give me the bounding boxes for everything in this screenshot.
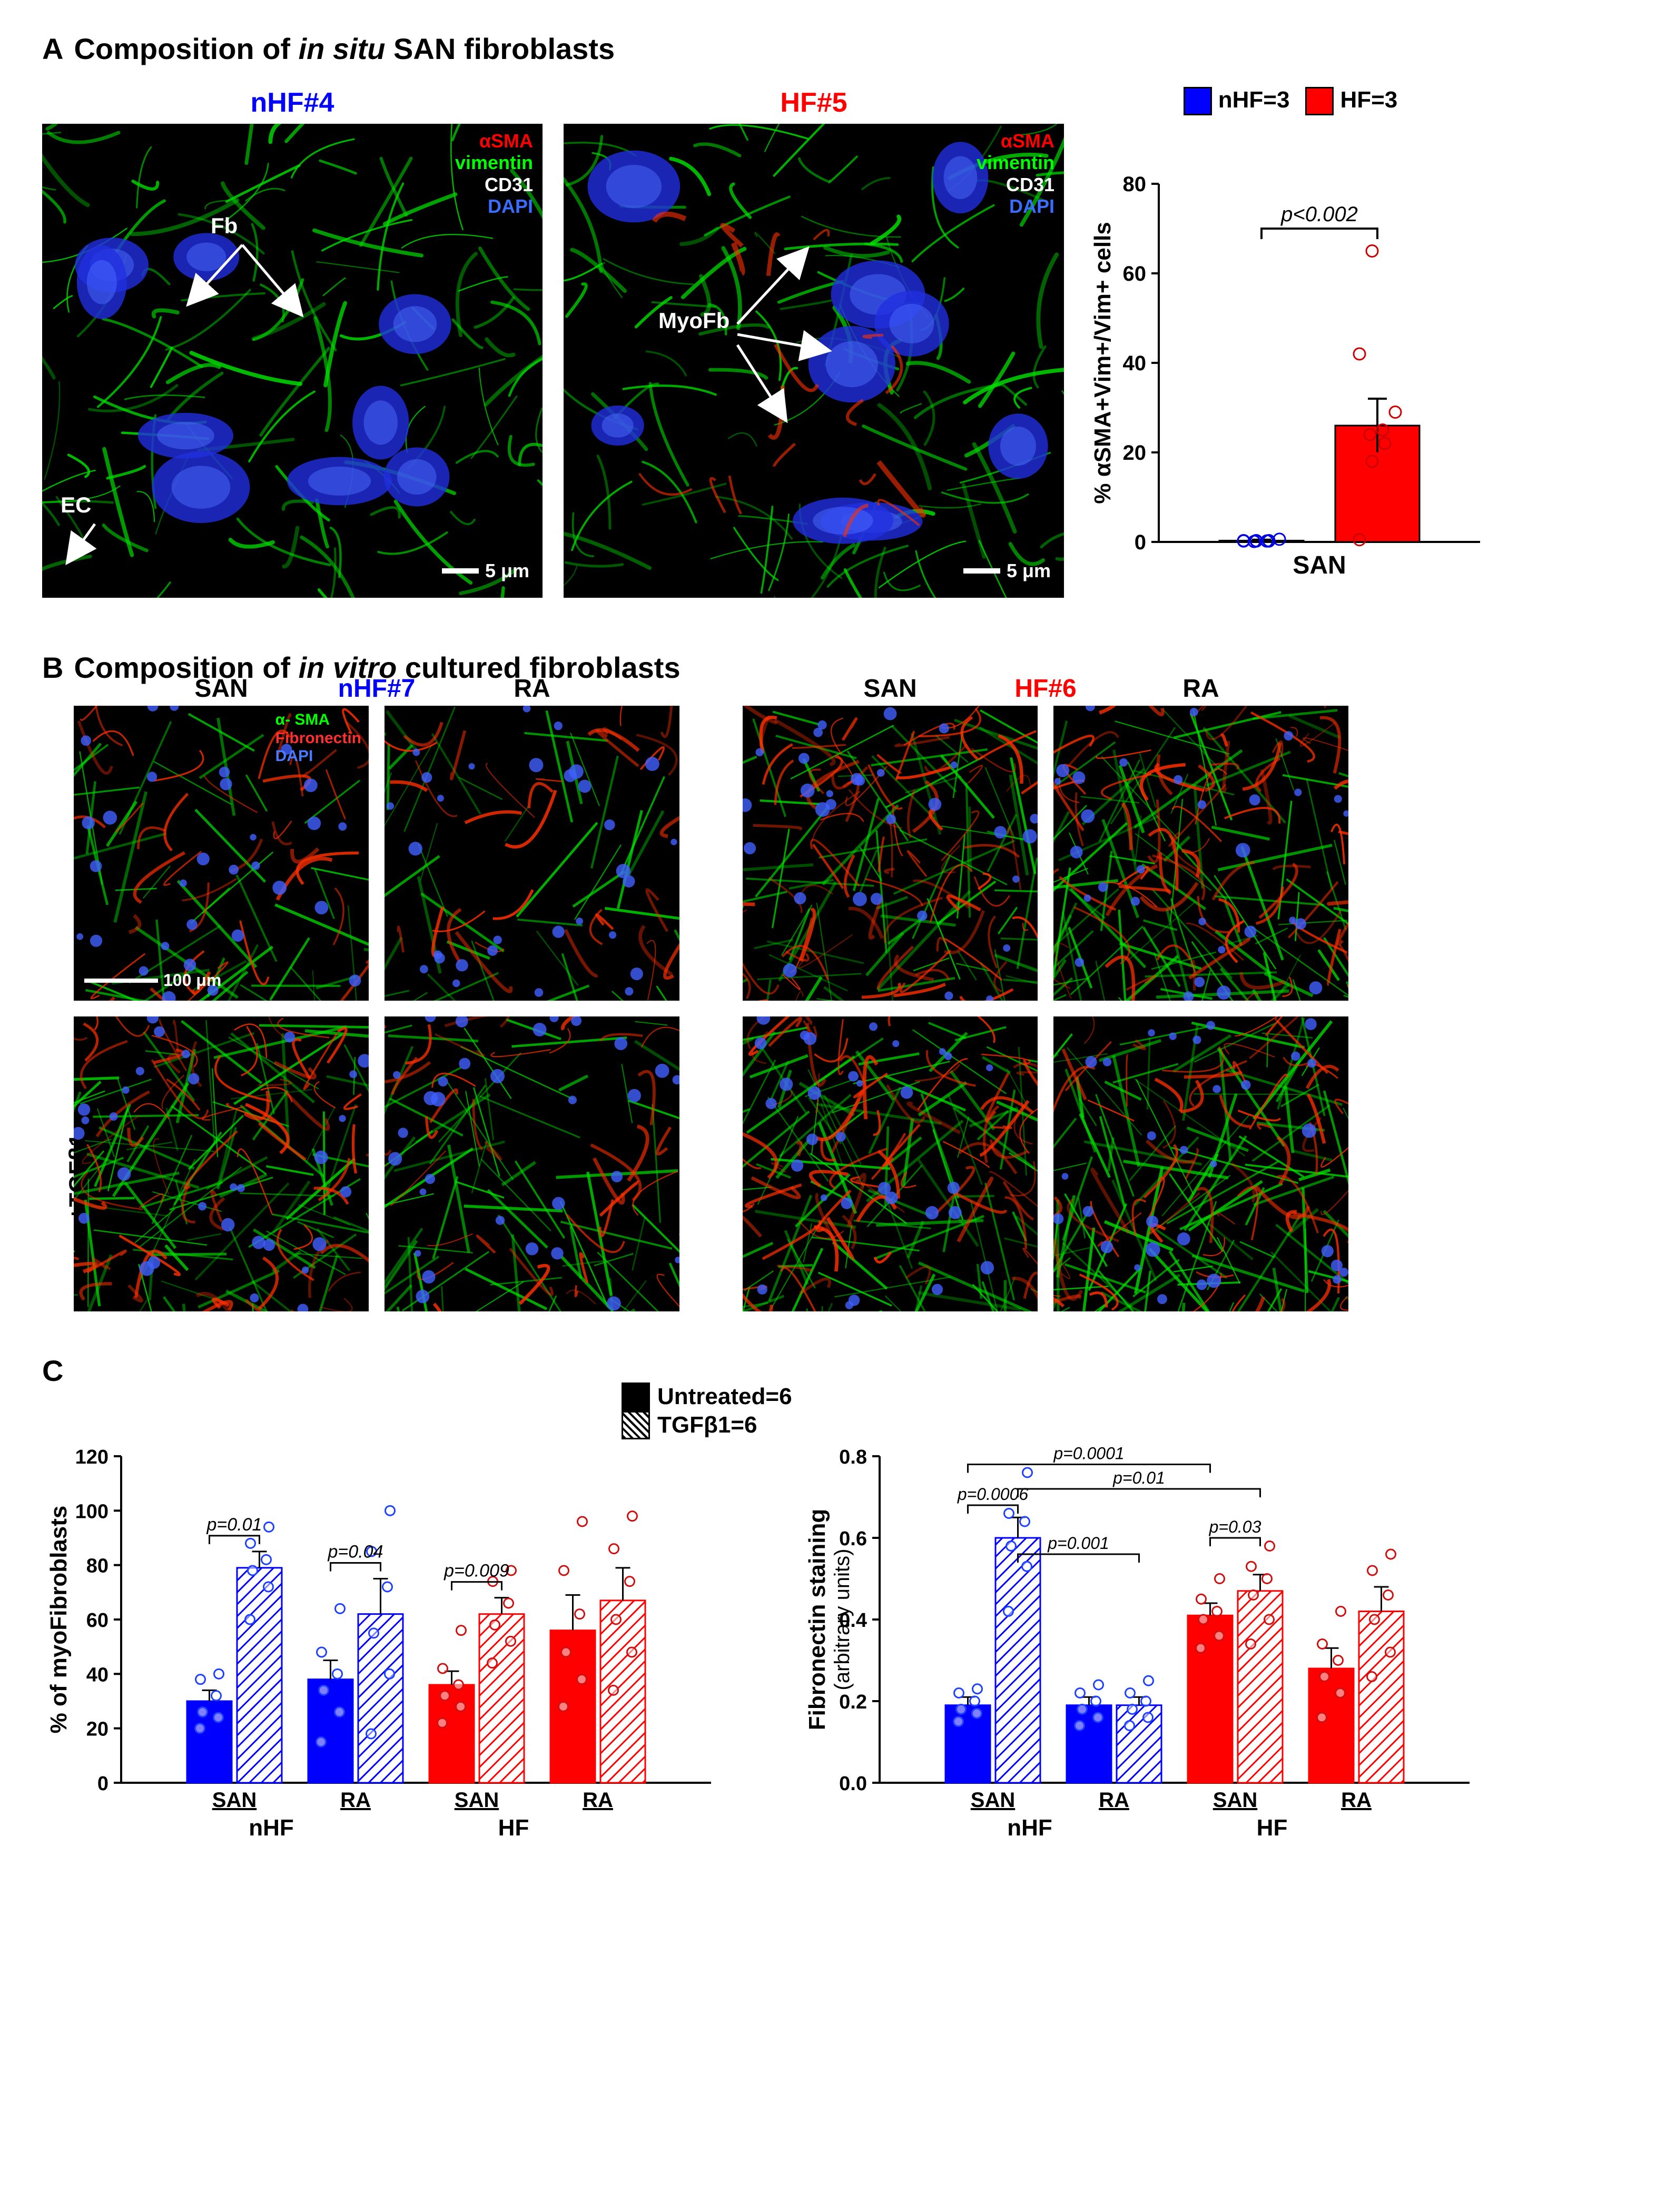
micrograph-hf-image: αSMAvimentinCD31DAPI MyoFb 5 μm (564, 124, 1064, 598)
tile-legend: α- SMAFibronectinDAPI (275, 711, 361, 766)
col-header-RA: RA (1053, 674, 1348, 703)
panel-a-content: nHF#4 αSMAvimentinCD31DAPI Fb EC 5 μm HF#5 … (42, 87, 1614, 598)
title-suffix: SAN fibroblasts (386, 32, 615, 65)
svg-text:0.8: 0.8 (839, 1446, 867, 1468)
svg-text:120: 120 (75, 1446, 109, 1468)
panel-b-label: B (42, 650, 63, 685)
panel-c: C Untreated=6TGFβ1=6 020406080100120% of… (42, 1354, 1614, 1870)
svg-text:HF: HF (498, 1815, 529, 1841)
chart-a-legend: nHF=3HF=3 (1085, 87, 1496, 115)
micrograph-nhf: nHF#4 αSMAvimentinCD31DAPI Fb EC 5 μm (42, 87, 543, 598)
tile-nHF-UNTREATED-SAN: α- SMAFibronectinDAPI 100 μm (74, 706, 369, 1001)
chart-c-left: 0 20 40 60 80 100 120 % of myoFibroblasts p=0.01… (42, 1393, 727, 1870)
svg-text:80: 80 (86, 1555, 109, 1577)
panel-b: B Composition of in vitro cultured fibro… (42, 650, 1614, 1311)
overlay-label-myofb: MyoFb (658, 308, 730, 333)
svg-text:0: 0 (1135, 531, 1146, 554)
svg-text:p=0.009: p=0.009 (443, 1561, 509, 1581)
panel-c-header: C (42, 1354, 1614, 1388)
tile-nHF-+TGFβ1-SAN (74, 1016, 369, 1311)
scale-bar: 5 μm (963, 560, 1051, 582)
svg-text:Fibronectin staining: Fibronectin staining (804, 1509, 830, 1730)
svg-text:p=0.01: p=0.01 (206, 1515, 262, 1535)
panel-a: A Composition of in situ SAN fibroblasts… (42, 32, 1614, 598)
svg-text:80: 80 (1123, 173, 1147, 196)
svg-text:RA: RA (1099, 1789, 1129, 1812)
svg-text:% of myoFibroblasts: % of myoFibroblasts (46, 1506, 72, 1734)
svg-text:100: 100 (75, 1500, 109, 1523)
tile-scale: 100 μm (84, 971, 221, 990)
panel-a-title: Composition of in situ SAN fibroblasts (74, 32, 615, 66)
panel-a-header: A Composition of in situ SAN fibroblasts (42, 32, 1614, 66)
micrograph-nhf-image: αSMAvimentinCD31DAPI Fb EC 5 μm (42, 124, 543, 598)
svg-text:p=0.03: p=0.03 (1209, 1517, 1261, 1536)
chart-c-right: 0.00.20.40.60.8Fibronectin staining(arbi… (801, 1393, 1485, 1870)
svg-text:nHF: nHF (249, 1815, 294, 1841)
scale-bar: 5 μm (442, 560, 529, 582)
title-italic: in situ (299, 32, 386, 65)
svg-text:60: 60 (86, 1609, 109, 1632)
svg-text:40: 40 (86, 1664, 109, 1686)
tile-HF-+TGFβ1-RA (1053, 1016, 1348, 1311)
tile-HF-+TGFβ1-SAN (743, 1016, 1038, 1311)
svg-text:40: 40 (1123, 352, 1147, 375)
svg-text:0.0: 0.0 (839, 1773, 867, 1795)
svg-text:% αSMA+Vim+/Vim+ cells: % αSMA+Vim+/Vim+ cells (1090, 222, 1116, 504)
svg-text:SAN: SAN (1293, 551, 1346, 579)
tile-HF-UNTREATED-RA (1053, 706, 1348, 1001)
tile-nHF-+TGFβ1-RA (385, 1016, 679, 1311)
svg-text:20: 20 (86, 1719, 109, 1741)
panel-a-label: A (42, 32, 63, 66)
micrograph-hf: HF#5 αSMAvimentinCD31DAPI MyoFb 5 μm (564, 87, 1064, 598)
panel-c-content: Untreated=6TGFβ1=6 020406080100120% of m… (42, 1393, 1614, 1870)
svg-text:(arbitrary units): (arbitrary units) (831, 1549, 854, 1691)
svg-text:p=0.04: p=0.04 (328, 1542, 383, 1562)
svg-text:p=0.001: p=0.001 (1047, 1534, 1109, 1553)
svg-text:SAN: SAN (1213, 1789, 1257, 1812)
tile-HF-UNTREATED-SAN (743, 706, 1038, 1001)
micrograph-nhf-title: nHF#4 (42, 87, 543, 118)
svg-text:60: 60 (1123, 262, 1147, 285)
svg-text:p<0.002: p<0.002 (1280, 203, 1358, 226)
micrograph-legend: αSMAvimentinCD31DAPI (977, 130, 1054, 218)
chart-a: nHF=3HF=3 0 20 40 60 80 % αSMA+Vim+/Vim+ cells… (1085, 87, 1496, 561)
micrograph-hf-title: HF#5 (564, 87, 1064, 118)
micrograph-legend: αSMAvimentinCD31DAPI (455, 130, 533, 218)
svg-text:SAN: SAN (971, 1789, 1015, 1812)
col-header-RA: RA (385, 674, 679, 703)
svg-text:20: 20 (1123, 441, 1147, 465)
svg-text:0.6: 0.6 (839, 1528, 867, 1550)
svg-text:p=0.01: p=0.01 (1112, 1468, 1165, 1487)
overlay-label-fb: Fb (211, 213, 238, 239)
svg-text:0.2: 0.2 (839, 1691, 867, 1713)
svg-text:HF: HF (1257, 1815, 1288, 1841)
grid-HF: SANRAHF#6 (743, 706, 1348, 1311)
grid-nHF: SANRAnHF#7UNTREATED+TGFβ1α- SMAFibronect… (74, 706, 679, 1311)
panel-c-label: C (42, 1354, 63, 1388)
col-header-SAN: SAN (743, 674, 1038, 703)
svg-text:nHF: nHF (1007, 1815, 1052, 1841)
svg-text:0: 0 (97, 1773, 109, 1795)
tile-nHF-UNTREATED-RA (385, 706, 679, 1001)
svg-text:RA: RA (583, 1789, 613, 1812)
overlay-label-ec: EC (61, 492, 91, 518)
svg-text:RA: RA (340, 1789, 371, 1812)
svg-text:p=0.0001: p=0.0001 (1053, 1444, 1124, 1463)
col-header-SAN: SAN (74, 674, 369, 703)
svg-text:RA: RA (1341, 1789, 1372, 1812)
svg-text:SAN: SAN (212, 1789, 257, 1812)
title-prefix: Composition of (74, 32, 298, 65)
panel-b-content: SANRAnHF#7UNTREATED+TGFβ1α- SMAFibronect… (42, 706, 1614, 1311)
svg-text:SAN: SAN (455, 1789, 499, 1812)
